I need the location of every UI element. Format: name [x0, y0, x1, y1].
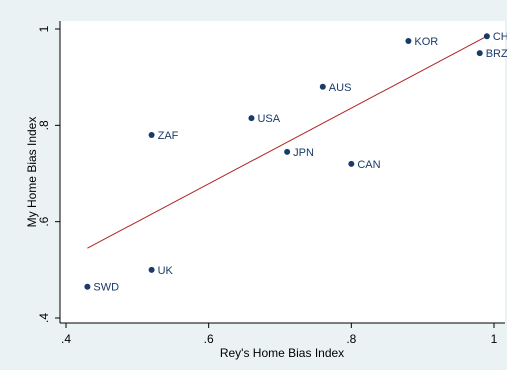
- point-label-can: CAN: [357, 159, 380, 171]
- point-label-jpn: JPN: [293, 147, 314, 159]
- x-axis-title: Rey's Home Bias Index: [220, 346, 344, 360]
- plot-area: [60, 21, 505, 323]
- data-points: CH KOR BRZ AUS USA ZAF JPN CAN UK SWD: [84, 31, 507, 294]
- point-label-zaf: ZAF: [158, 130, 179, 142]
- axis-ticks: .4 .6 .8 1 .4 .6 .8 1: [37, 25, 498, 346]
- y-tick-label: .4: [37, 313, 51, 323]
- x-tick-label: .6: [204, 332, 214, 346]
- y-tick-label: 1: [37, 25, 51, 32]
- data-point-can: [348, 160, 355, 167]
- y-tick-label: .6: [37, 216, 51, 226]
- data-point-aus: [319, 83, 326, 90]
- point-label-ch: CH: [493, 31, 507, 43]
- y-axis-title: My Home Bias Index: [25, 117, 39, 228]
- data-point-brz: [476, 50, 483, 57]
- fit-line-group: [87, 35, 488, 249]
- y-tick-label: .8: [37, 120, 51, 130]
- fit-line: [87, 35, 488, 249]
- data-point-swd: [84, 283, 91, 290]
- point-label-usa: USA: [257, 113, 280, 125]
- point-label-kor: KOR: [414, 36, 438, 48]
- data-point-usa: [248, 115, 255, 122]
- data-point-uk: [148, 266, 155, 273]
- data-point-ch: [483, 33, 490, 40]
- point-label-uk: UK: [158, 265, 174, 277]
- point-label-swd: SWD: [93, 282, 119, 294]
- point-label-aus: AUS: [329, 82, 352, 94]
- data-point-kor: [405, 38, 412, 45]
- point-label-brz: BRZ: [486, 48, 507, 60]
- x-tick-label: .4: [61, 332, 71, 346]
- data-point-zaf: [148, 131, 155, 138]
- x-tick-label: .8: [346, 332, 356, 346]
- x-tick-label: 1: [491, 332, 498, 346]
- data-point-jpn: [284, 148, 291, 155]
